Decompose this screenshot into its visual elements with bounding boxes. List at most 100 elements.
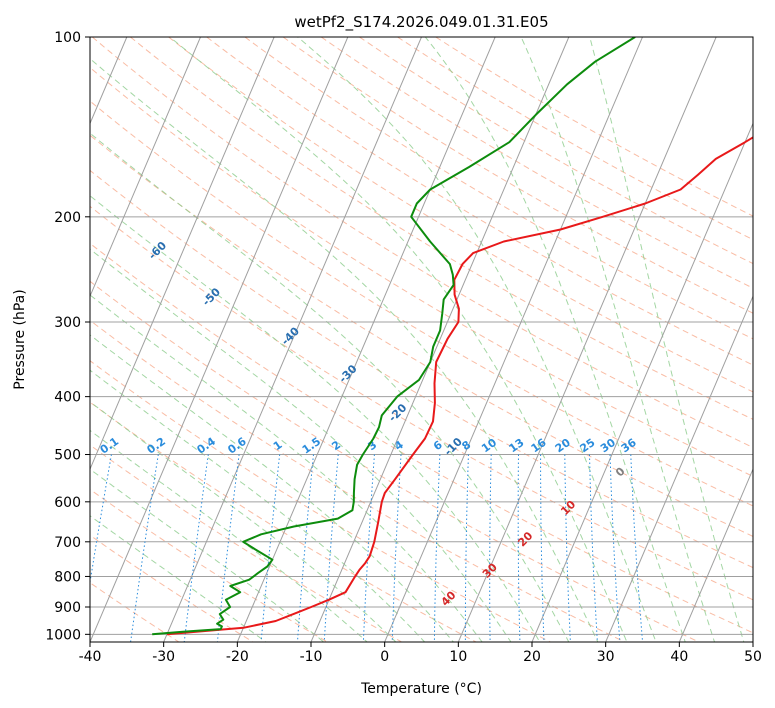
- moist-adiabat: [169, 37, 628, 642]
- isotherm: [384, 37, 643, 642]
- x-tick-label: -10: [300, 649, 323, 665]
- y-tick-label: 800: [54, 569, 81, 585]
- x-tick-label: 40: [670, 649, 688, 665]
- dry-adiabat: [90, 66, 753, 477]
- mixing-ratio-line: [433, 454, 441, 642]
- mixing-ratio-line: [517, 454, 521, 642]
- plot-area: 0.10.20.40.611.52346810131620253036-100-…: [0, 37, 753, 642]
- dry-adiabat: [282, 37, 753, 314]
- moist-adiabat: [520, 37, 716, 642]
- moist-adiabat: [589, 37, 745, 642]
- dry-adiabat: [90, 134, 753, 537]
- x-tick-label: 30: [597, 649, 615, 665]
- x-tick-label: -20: [226, 649, 249, 665]
- mixing-ratio-line: [630, 454, 644, 642]
- dry-adiabat: [90, 242, 753, 634]
- mixing-ratio-label: 36: [619, 436, 639, 456]
- mixing-ratio-line: [260, 454, 281, 642]
- moist-adiabat: [296, 37, 657, 642]
- dry-adiabat: [168, 37, 753, 393]
- moist-adiabat-label: -50: [200, 285, 223, 308]
- y-tick-label: 500: [54, 448, 81, 464]
- mixing-ratio-line: [489, 454, 492, 642]
- x-tick-label: -30: [152, 649, 175, 665]
- dry-adiabat: [206, 37, 753, 366]
- mixing-ratio-line: [391, 454, 402, 642]
- moist-adiabat: [90, 58, 599, 642]
- dry-adiabat: [320, 37, 753, 289]
- theta-e-label: 20: [515, 529, 535, 549]
- isotherm: [310, 37, 570, 642]
- y-tick-label: 600: [54, 495, 81, 511]
- moist-adiabat-label: -30: [336, 362, 359, 385]
- dry-adiabat: [397, 37, 753, 241]
- moist-adiabat-label: -80: [0, 153, 7, 176]
- theta-e-label: 10: [558, 498, 578, 518]
- dry-adiabat: [90, 360, 551, 642]
- mixing-ratio-label: 4: [392, 438, 406, 453]
- y-tick-label: 700: [54, 535, 81, 551]
- isotherm: [531, 122, 753, 642]
- axes: -40 -30 -20 -10 0 10 20 30 40 5010020030040050060…: [45, 30, 762, 665]
- moist-adiabat: [90, 294, 483, 642]
- dry-adiabat: [90, 319, 625, 642]
- mixing-ratio-line: [564, 454, 571, 642]
- x-tick-label: 50: [744, 649, 762, 665]
- mixing-ratio-line: [540, 454, 545, 642]
- isotherm: [457, 37, 717, 642]
- mixing-ratio-line: [130, 454, 159, 642]
- x-tick-label: -40: [79, 649, 102, 665]
- moist-adiabat: [90, 334, 455, 642]
- mixing-ratio-line: [216, 454, 240, 642]
- mixing-ratio-line: [362, 454, 375, 642]
- dry-adiabat: [130, 37, 753, 420]
- theta-e-label: 30: [480, 560, 500, 580]
- mixing-ratio-line: [183, 454, 209, 642]
- y-axis-label: Pressure (hPa): [12, 289, 28, 389]
- mixing-ratio-label: 1.5: [300, 435, 323, 457]
- mixing-ratio-line: [90, 454, 112, 586]
- mixing-ratio-label: 0.2: [145, 435, 168, 457]
- isotherm: [678, 467, 753, 642]
- x-tick-label: 0: [380, 649, 389, 665]
- dry-adiabat: [90, 401, 477, 642]
- dry-adiabat: [90, 169, 753, 569]
- isotherm: [90, 37, 349, 642]
- mixing-ratio-line: [609, 454, 621, 642]
- mixing-ratio-line: [323, 454, 339, 642]
- moist-adiabat: [90, 195, 541, 642]
- moist-adiabat: [90, 369, 426, 642]
- dry-adiabat: [90, 280, 700, 642]
- mixing-ratio-line: [464, 454, 469, 642]
- x-axis-label: Temperature (°C): [360, 681, 482, 697]
- mixing-ratio-label: 13: [506, 436, 526, 455]
- mixing-ratio-label: 25: [578, 436, 598, 455]
- dry-adiabat: [91, 37, 753, 449]
- theta-e-label: 0: [613, 464, 628, 479]
- mixing-ratio-line: [589, 454, 598, 642]
- temperature-profile: [166, 136, 753, 636]
- moist-adiabat: [90, 401, 397, 642]
- isotherm: [90, 37, 201, 298]
- y-tick-label: 1000: [45, 627, 81, 643]
- isotherm: [605, 295, 753, 642]
- mixing-ratio-label: 16: [529, 436, 549, 456]
- x-tick-label: 20: [523, 649, 541, 665]
- isotherm: [163, 37, 422, 642]
- dewpoint-profile: [152, 37, 636, 636]
- dry-adiabat: [90, 534, 254, 642]
- moist-adiabat: [90, 468, 325, 642]
- dry-adiabat: [90, 444, 402, 642]
- moist-adiabat: [90, 515, 267, 642]
- y-tick-label: 100: [54, 30, 81, 46]
- dry-adiabat: [244, 37, 753, 340]
- y-tick-label: 900: [54, 600, 81, 616]
- mixing-ratio-label: 10: [479, 436, 499, 456]
- isotherm: [90, 37, 275, 471]
- isotherm: [752, 640, 753, 642]
- moist-adiabat: [424, 37, 686, 642]
- x-tick-label: 10: [449, 649, 467, 665]
- y-tick-label: 400: [54, 390, 81, 406]
- mixing-ratio-label: 0.6: [225, 435, 249, 457]
- chart-title: wetPf2_S174.2026.049.01.31.E05: [294, 13, 548, 32]
